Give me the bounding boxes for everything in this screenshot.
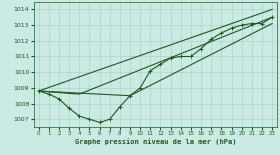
X-axis label: Graphe pression niveau de la mer (hPa): Graphe pression niveau de la mer (hPa) [75,138,236,145]
